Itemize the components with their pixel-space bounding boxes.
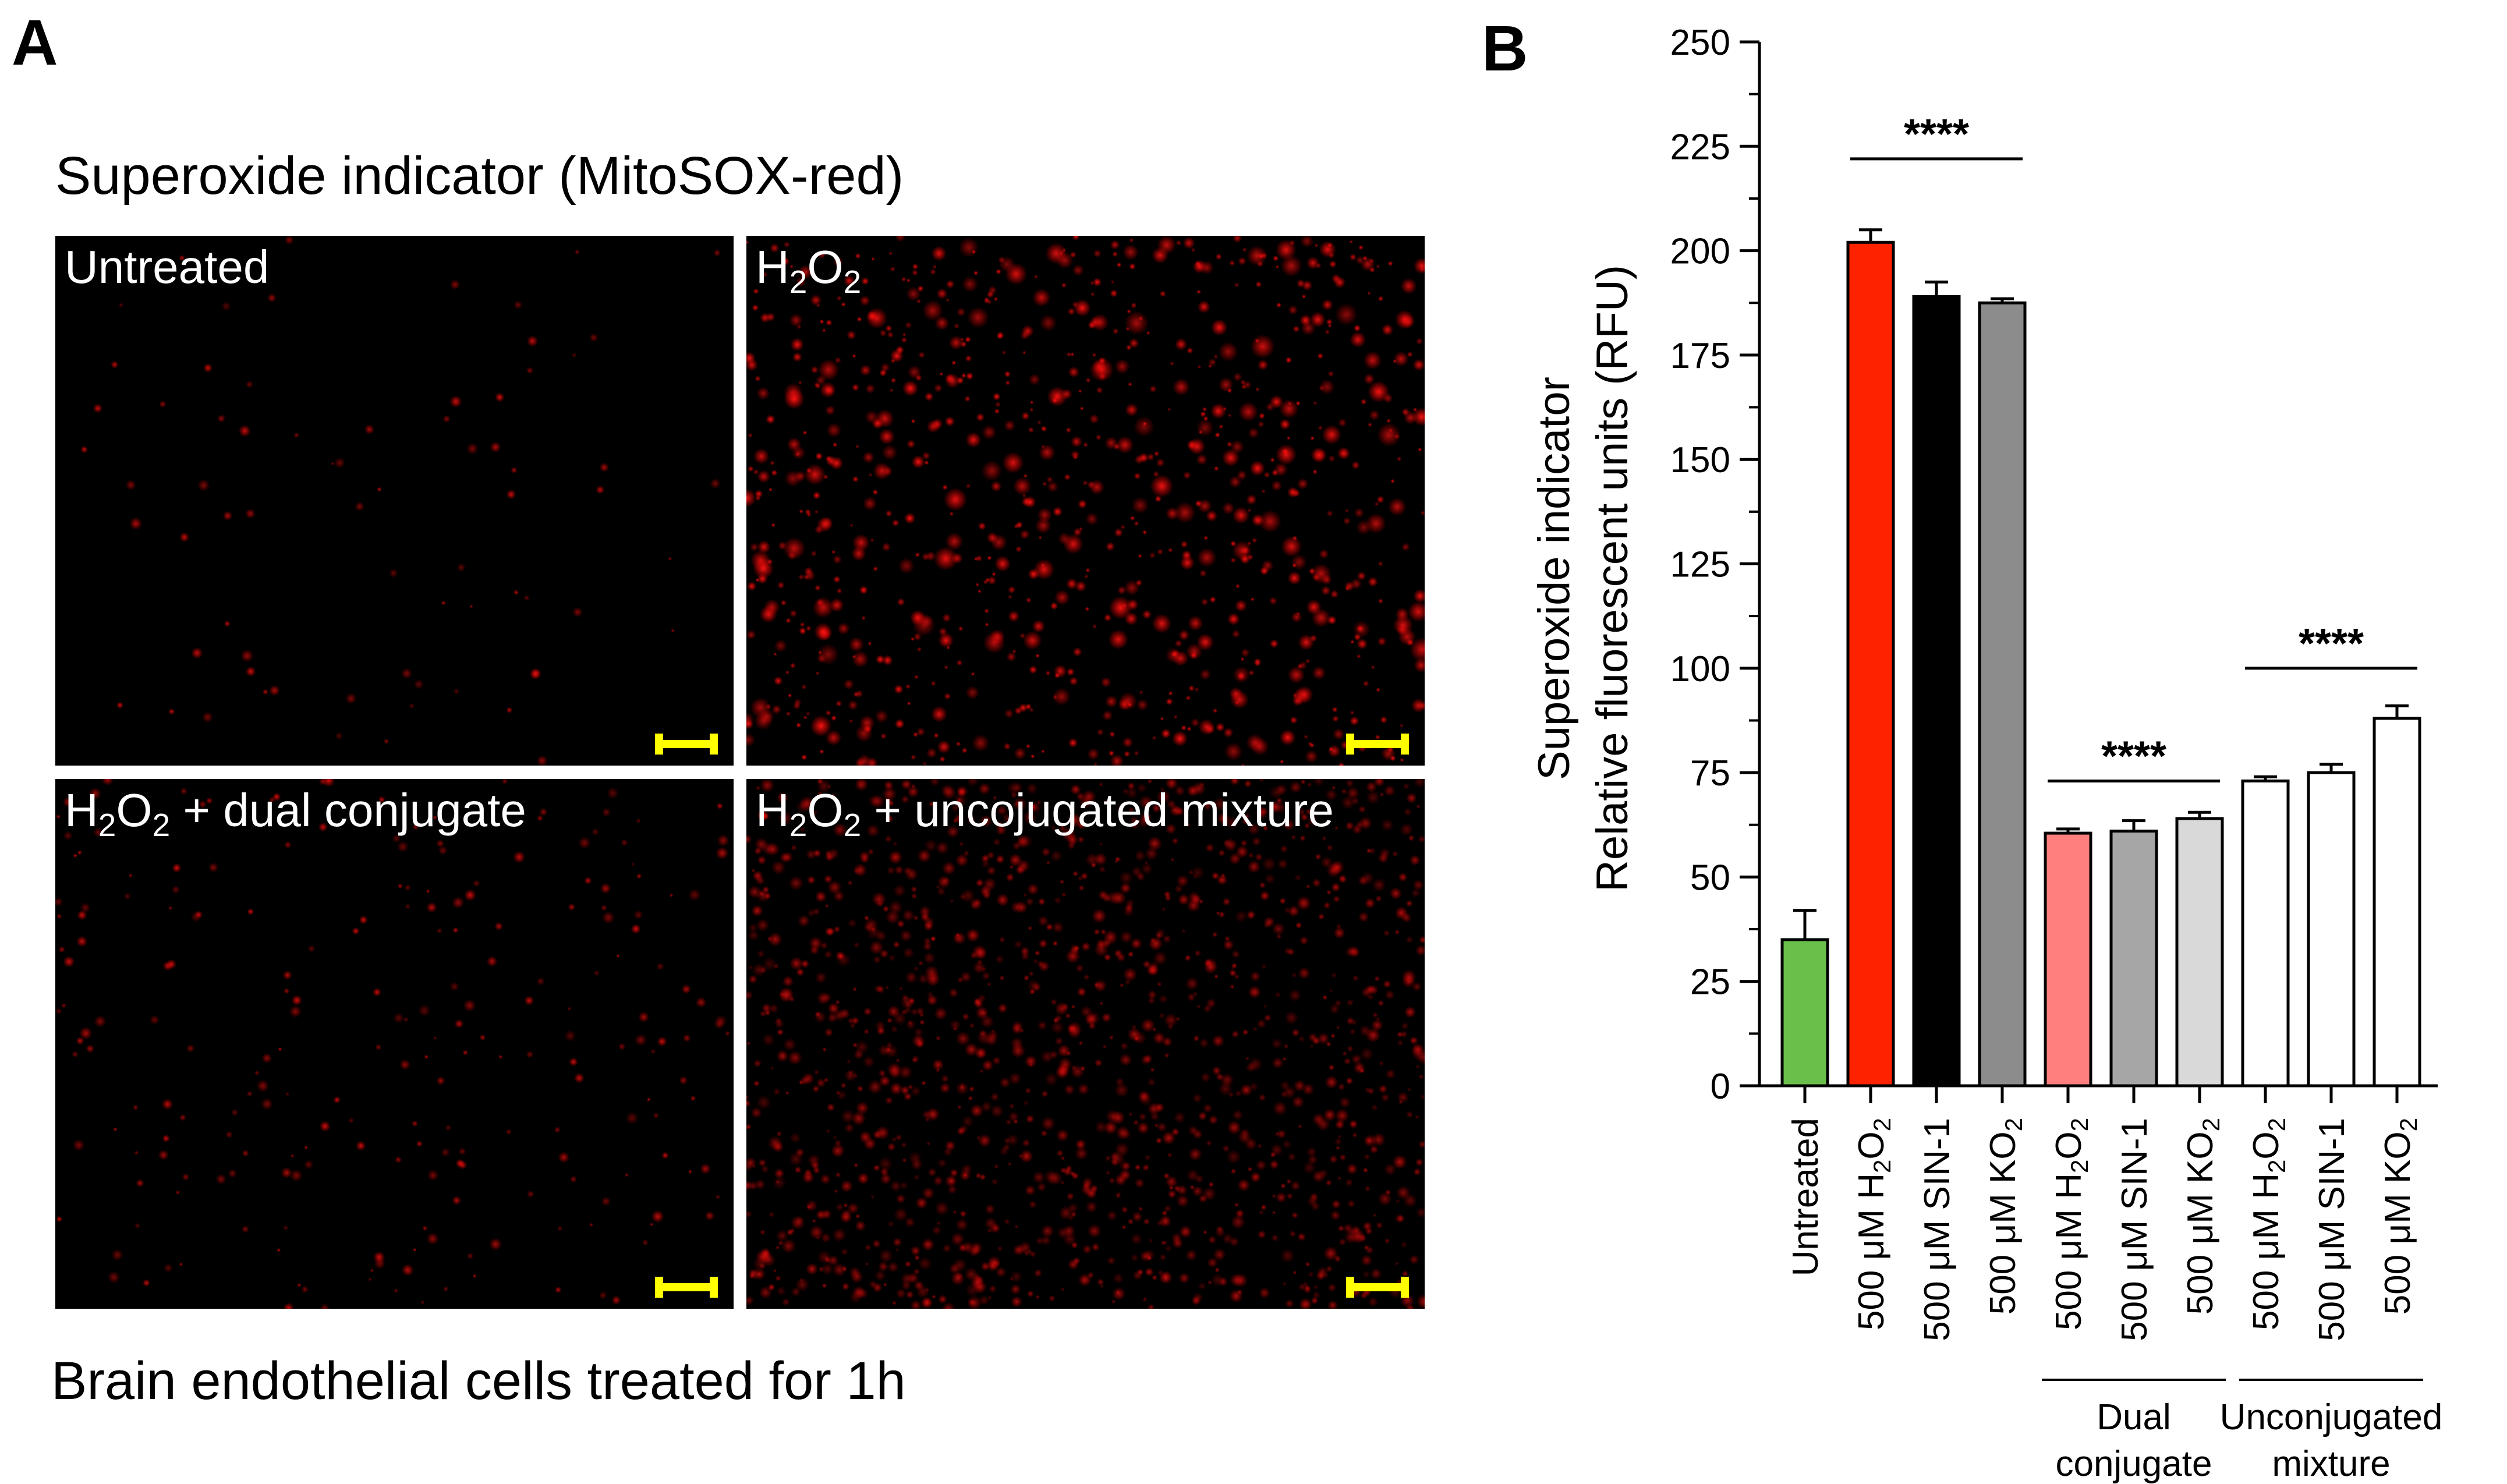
y-axis-label-line1: Superoxide indicator bbox=[1529, 377, 1579, 780]
y-tick-label: 0 bbox=[1711, 1067, 1730, 1107]
panel-b-letter: B bbox=[1482, 13, 1528, 84]
bar bbox=[2175, 817, 2224, 1088]
y-tick-label: 175 bbox=[1670, 336, 1730, 376]
y-tick-label: 250 bbox=[1670, 23, 1730, 63]
y-tick-label: 225 bbox=[1670, 127, 1730, 167]
micrograph-dual-conjugate: H2O2 + dual conjugate bbox=[55, 779, 734, 1309]
micrograph-canvas bbox=[746, 236, 1425, 766]
x-tick-label: 500 μM KO2 bbox=[2180, 1118, 2225, 1315]
scale-bar bbox=[655, 1277, 718, 1298]
scale-bar bbox=[655, 734, 718, 755]
group-label-line2: mixture bbox=[2272, 1444, 2390, 1484]
significance-stars: **** bbox=[2101, 733, 2166, 780]
bar bbox=[2044, 831, 2092, 1088]
micrograph-label: H2O2 + dual conjugate bbox=[65, 784, 526, 843]
micrograph-canvas bbox=[55, 236, 734, 766]
x-tick-label: 500 μM KO2 bbox=[1983, 1118, 2027, 1315]
y-tick-label: 75 bbox=[1690, 753, 1730, 794]
panel-a-title: Superoxide indicator (MitoSOX-red) bbox=[55, 146, 904, 206]
x-tick-label: 500 μM SIN-1 bbox=[1917, 1118, 1957, 1341]
scale-bar bbox=[1346, 734, 1409, 755]
y-tick-label: 150 bbox=[1670, 440, 1730, 480]
x-tick-label: 500 μM SIN-1 bbox=[2312, 1118, 2352, 1341]
x-tick-label: 500 μM H2O2 bbox=[2246, 1118, 2290, 1330]
significance-stars: **** bbox=[1904, 111, 1969, 158]
micrograph-canvas bbox=[746, 779, 1425, 1309]
micrograph-label: H2O2 bbox=[756, 241, 862, 300]
micrograph-unconjugated-mixture: H2O2 + uncojugated mixture bbox=[746, 779, 1425, 1309]
bar bbox=[1978, 301, 2027, 1088]
x-tick-label: 500 μM KO2 bbox=[2378, 1118, 2422, 1315]
micrograph-h2o2: H2O2 bbox=[746, 236, 1425, 766]
y-tick-label: 25 bbox=[1690, 962, 1730, 1003]
scale-bar bbox=[1346, 1277, 1409, 1298]
bar bbox=[1780, 938, 1829, 1088]
significance-stars: **** bbox=[2299, 621, 2364, 667]
bar bbox=[2109, 830, 2158, 1088]
x-tick-label: Untreated bbox=[1786, 1118, 1826, 1276]
bar bbox=[1846, 240, 1895, 1088]
group-label-line2: conjugate bbox=[2056, 1444, 2212, 1484]
y-axis-label-line2: Relative fluorescent units (RFU) bbox=[1588, 265, 1637, 892]
bar bbox=[2307, 771, 2356, 1088]
y-tick-label: 200 bbox=[1670, 232, 1730, 272]
panel-a-letter: A bbox=[12, 7, 58, 79]
micrograph-canvas bbox=[55, 779, 734, 1309]
x-tick-label: 500 μM H2O2 bbox=[2049, 1118, 2093, 1330]
y-tick-label: 125 bbox=[1670, 545, 1730, 585]
panel-a-caption: Brain endothelial cells treated for 1h bbox=[51, 1351, 906, 1411]
group-label-line1: Dual bbox=[2097, 1397, 2171, 1437]
bar bbox=[1912, 295, 1961, 1088]
y-tick-label: 50 bbox=[1690, 858, 1730, 898]
group-label-line1: Unconjugated bbox=[2220, 1397, 2443, 1437]
bar bbox=[2241, 779, 2290, 1088]
bar bbox=[2373, 717, 2421, 1088]
micrograph-label: Untreated bbox=[65, 241, 270, 293]
x-tick-label: 500 μM H2O2 bbox=[1851, 1118, 1896, 1330]
y-tick-label: 100 bbox=[1670, 649, 1730, 689]
x-tick-label: 500 μM SIN-1 bbox=[2115, 1118, 2155, 1341]
micrograph-label: H2O2 + uncojugated mixture bbox=[756, 784, 1334, 843]
micrograph-untreated: Untreated bbox=[55, 236, 734, 766]
